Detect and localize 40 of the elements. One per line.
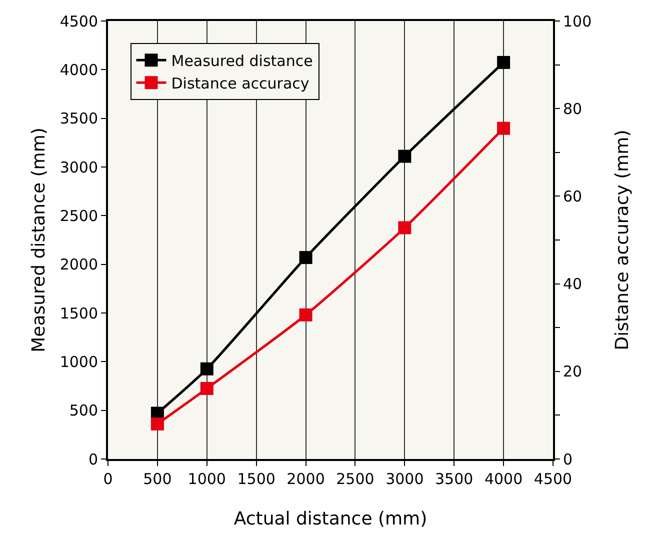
y-tick-label: 4000	[60, 60, 98, 79]
x-tick-label: 0	[103, 470, 113, 488]
y2-tick-label: 100	[563, 12, 592, 30]
y-tick-label: 2500	[60, 206, 98, 225]
point	[398, 150, 412, 163]
y-tick-label: 500	[69, 402, 98, 420]
x-tick-label: 1000	[188, 470, 226, 488]
y2-axis-title: Distance accuracy (mm)	[612, 130, 634, 350]
x-tick-label: 1500	[237, 470, 276, 488]
y-tick-label: 3500	[60, 110, 98, 128]
legend-label: Measured distance	[171, 52, 313, 70]
x-tick-label: 2000	[286, 470, 325, 488]
point	[497, 56, 510, 69]
y-tick-label: 4500	[60, 12, 98, 30]
y-tick-label: 0	[88, 450, 98, 468]
y-tick-label: 1500	[60, 304, 98, 322]
legend-label: Distance accuracy	[171, 74, 310, 92]
x-axis-title: Actual distance (mm)	[234, 508, 428, 530]
y-tick-label: 3000	[60, 158, 98, 176]
y2-tick-label: 60	[563, 187, 582, 206]
point	[398, 221, 412, 234]
y-tick-label: 2000	[60, 256, 98, 274]
y2-tick-label: 20	[563, 362, 582, 381]
y2-tick-label: 80	[563, 100, 582, 118]
x-tick-label: 4000	[484, 470, 523, 488]
y-axis-title: Measured distance (mm)	[28, 128, 50, 352]
x-tick-label: 3500	[435, 470, 474, 488]
point	[299, 251, 312, 264]
point	[200, 382, 214, 395]
x-tick-label: 3000	[386, 470, 424, 488]
x-tick-label: 500	[143, 470, 172, 488]
x-tick-label: 4500	[534, 470, 572, 488]
y2-tick-label: 40	[563, 275, 582, 294]
x-tick-label: 2500	[336, 470, 374, 488]
point	[200, 362, 214, 376]
point	[497, 122, 510, 135]
point	[299, 308, 312, 322]
y2-tick-label: 0	[563, 450, 573, 468]
y-tick-label: 1000	[60, 352, 98, 371]
point	[150, 417, 164, 430]
